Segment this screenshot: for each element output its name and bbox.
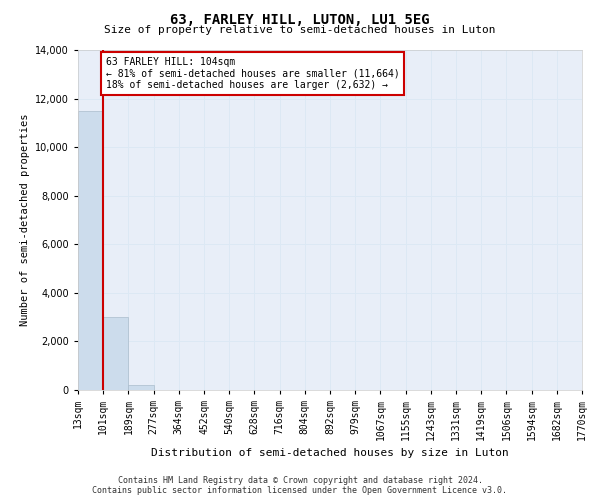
Bar: [103, 317, 128, 390]
Text: 63, FARLEY HILL, LUTON, LU1 5EG: 63, FARLEY HILL, LUTON, LU1 5EG: [170, 12, 430, 26]
Text: Contains HM Land Registry data © Crown copyright and database right 2024.
Contai: Contains HM Land Registry data © Crown c…: [92, 476, 508, 495]
Bar: [128, 385, 154, 390]
Text: 63 FARLEY HILL: 104sqm
← 81% of semi-detached houses are smaller (11,664)
18% of: 63 FARLEY HILL: 104sqm ← 81% of semi-det…: [106, 58, 400, 90]
Y-axis label: Number of semi-detached properties: Number of semi-detached properties: [20, 114, 29, 326]
Text: Size of property relative to semi-detached houses in Luton: Size of property relative to semi-detach…: [104, 25, 496, 35]
Bar: [78, 110, 103, 390]
X-axis label: Distribution of semi-detached houses by size in Luton: Distribution of semi-detached houses by …: [151, 448, 509, 458]
